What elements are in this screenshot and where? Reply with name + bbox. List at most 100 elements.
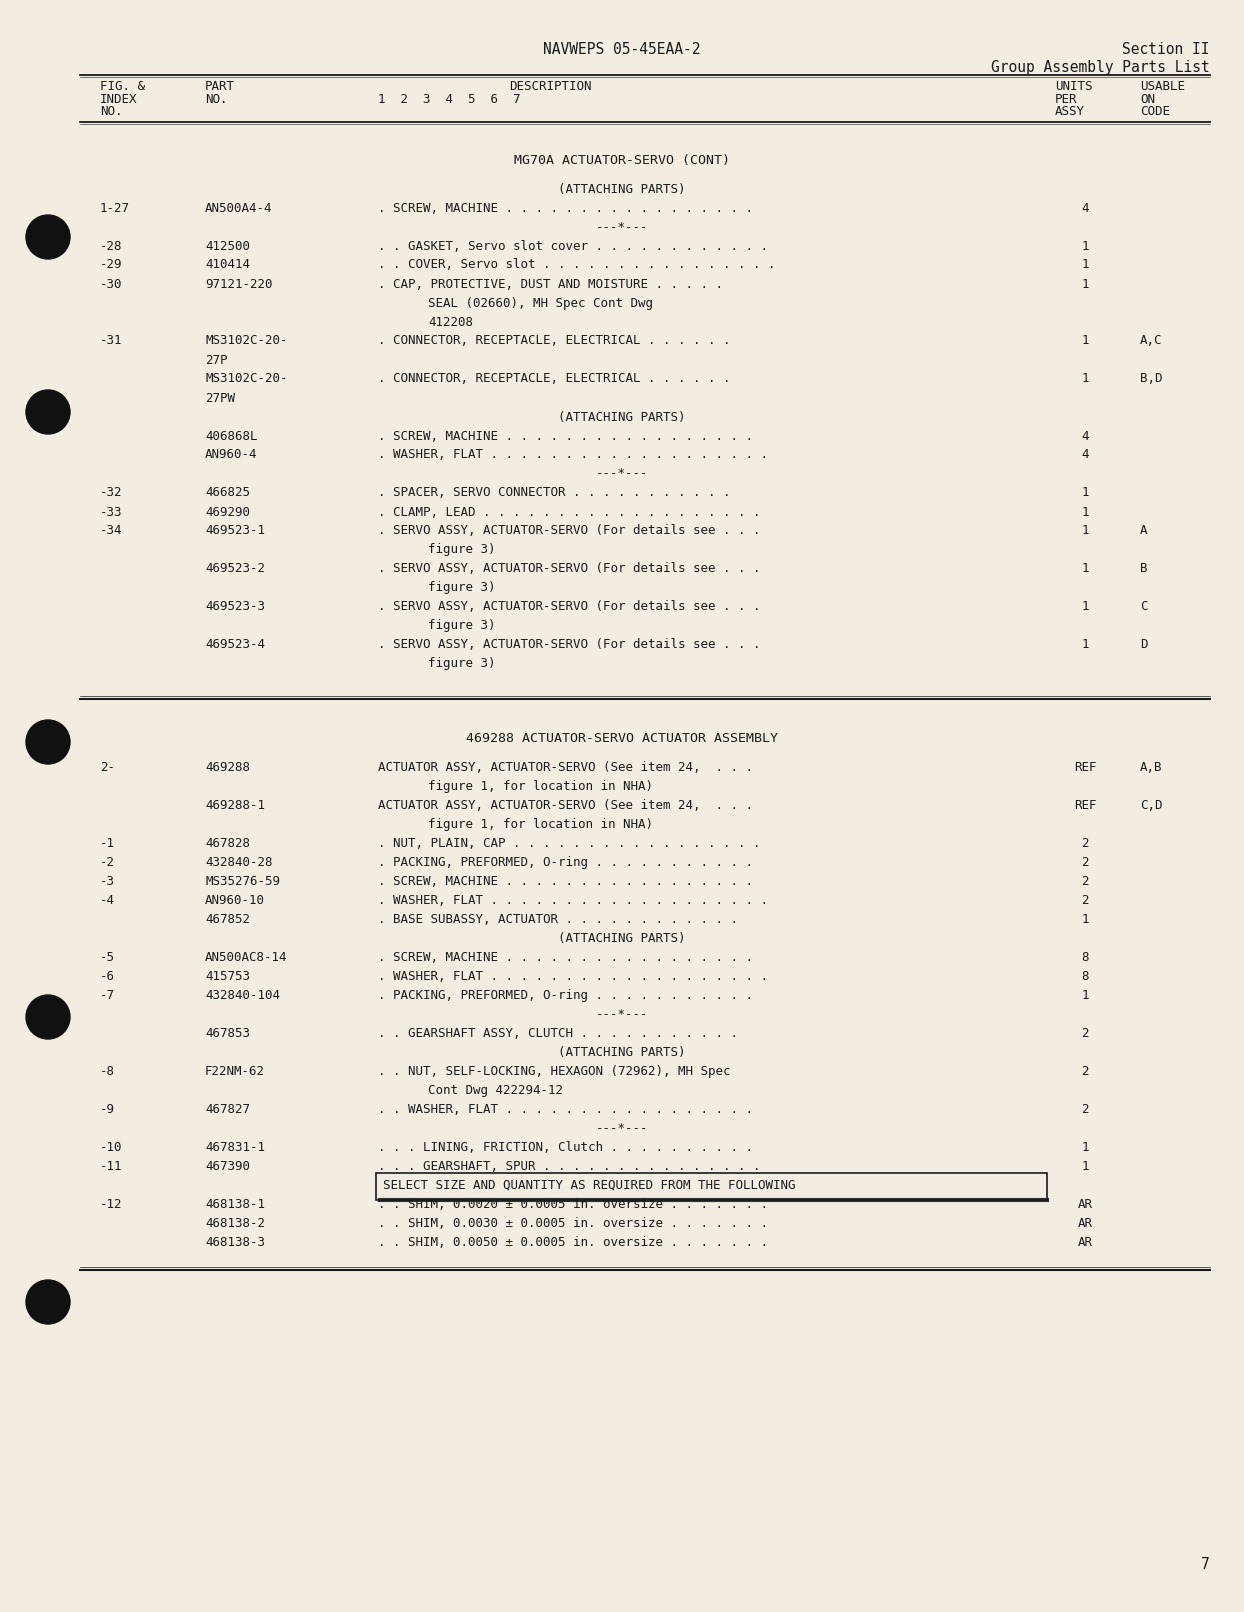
Text: 2: 2 xyxy=(1081,1027,1088,1040)
Circle shape xyxy=(26,721,70,764)
Text: AR: AR xyxy=(1077,1236,1092,1249)
Text: . SERVO ASSY, ACTUATOR-SERVO (For details see . . .: . SERVO ASSY, ACTUATOR-SERVO (For detail… xyxy=(378,638,760,651)
Text: 2: 2 xyxy=(1081,875,1088,888)
Text: -30: -30 xyxy=(100,277,122,290)
Text: AR: AR xyxy=(1077,1217,1092,1230)
Text: . SCREW, MACHINE . . . . . . . . . . . . . . . . .: . SCREW, MACHINE . . . . . . . . . . . .… xyxy=(378,202,753,214)
Text: . SCREW, MACHINE . . . . . . . . . . . . . . . . .: . SCREW, MACHINE . . . . . . . . . . . .… xyxy=(378,951,753,964)
Text: 8: 8 xyxy=(1081,951,1088,964)
Text: . SPACER, SERVO CONNECTOR . . . . . . . . . . .: . SPACER, SERVO CONNECTOR . . . . . . . … xyxy=(378,487,730,500)
Text: -29: -29 xyxy=(100,258,122,271)
Text: . SERVO ASSY, ACTUATOR-SERVO (For details see . . .: . SERVO ASSY, ACTUATOR-SERVO (For detail… xyxy=(378,563,760,575)
Text: -11: -11 xyxy=(100,1161,122,1174)
Text: -12: -12 xyxy=(100,1198,122,1211)
Text: 4: 4 xyxy=(1081,429,1088,443)
Text: . SCREW, MACHINE . . . . . . . . . . . . . . . . .: . SCREW, MACHINE . . . . . . . . . . . .… xyxy=(378,429,753,443)
Text: 27PW: 27PW xyxy=(205,392,235,405)
Text: figure 3): figure 3) xyxy=(428,582,495,595)
Text: NAVWEPS 05-45EAA-2: NAVWEPS 05-45EAA-2 xyxy=(544,42,700,56)
Text: INDEX: INDEX xyxy=(100,92,138,106)
Text: 469523-4: 469523-4 xyxy=(205,638,265,651)
Text: -33: -33 xyxy=(100,506,122,519)
Text: figure 1, for location in NHA): figure 1, for location in NHA) xyxy=(428,780,653,793)
Text: (ATTACHING PARTS): (ATTACHING PARTS) xyxy=(559,932,685,945)
Text: CODE: CODE xyxy=(1140,105,1171,118)
Text: -31: -31 xyxy=(100,335,122,348)
Text: . SCREW, MACHINE . . . . . . . . . . . . . . . . .: . SCREW, MACHINE . . . . . . . . . . . .… xyxy=(378,875,753,888)
Text: 1: 1 xyxy=(1081,487,1088,500)
Text: 468138-3: 468138-3 xyxy=(205,1236,265,1249)
Text: SELECT SIZE AND QUANTITY AS REQUIRED FROM THE FOLLOWING: SELECT SIZE AND QUANTITY AS REQUIRED FRO… xyxy=(383,1178,795,1191)
Text: 1: 1 xyxy=(1081,1161,1088,1174)
Text: REF: REF xyxy=(1074,800,1096,812)
Text: ---*---: ---*--- xyxy=(596,221,648,234)
Text: . WASHER, FLAT . . . . . . . . . . . . . . . . . . .: . WASHER, FLAT . . . . . . . . . . . . .… xyxy=(378,970,768,983)
Text: 27P: 27P xyxy=(205,353,228,366)
Text: -7: -7 xyxy=(100,990,114,1003)
Text: 469288: 469288 xyxy=(205,761,250,774)
Text: . . SHIM, 0.0020 ± 0.0005 in. oversize . . . . . . .: . . SHIM, 0.0020 ± 0.0005 in. oversize .… xyxy=(378,1198,768,1211)
Text: 4: 4 xyxy=(1081,448,1088,461)
Text: 1: 1 xyxy=(1081,240,1088,253)
Text: ---*---: ---*--- xyxy=(596,467,648,480)
Text: . . . LINING, FRICTION, Clutch . . . . . . . . . .: . . . LINING, FRICTION, Clutch . . . . .… xyxy=(378,1141,753,1154)
Text: NO.: NO. xyxy=(205,92,228,106)
Text: A,B: A,B xyxy=(1140,761,1162,774)
Text: DESCRIPTION: DESCRIPTION xyxy=(509,81,591,93)
Text: . CLAMP, LEAD . . . . . . . . . . . . . . . . . . .: . CLAMP, LEAD . . . . . . . . . . . . . … xyxy=(378,506,760,519)
Text: B,D: B,D xyxy=(1140,372,1162,385)
Text: AN500AC8-14: AN500AC8-14 xyxy=(205,951,287,964)
Text: 2: 2 xyxy=(1081,837,1088,850)
Text: C,D: C,D xyxy=(1140,800,1162,812)
Text: ON: ON xyxy=(1140,92,1154,106)
Text: . . GASKET, Servo slot cover . . . . . . . . . . . .: . . GASKET, Servo slot cover . . . . . .… xyxy=(378,240,768,253)
Text: UNITS: UNITS xyxy=(1055,81,1092,93)
Text: AN960-10: AN960-10 xyxy=(205,895,265,908)
Text: 1: 1 xyxy=(1081,1141,1088,1154)
Text: -3: -3 xyxy=(100,875,114,888)
Text: (ATTACHING PARTS): (ATTACHING PARTS) xyxy=(559,411,685,424)
Text: . . SHIM, 0.0030 ± 0.0005 in. oversize . . . . . . .: . . SHIM, 0.0030 ± 0.0005 in. oversize .… xyxy=(378,1217,768,1230)
Text: 469290: 469290 xyxy=(205,506,250,519)
Text: . WASHER, FLAT . . . . . . . . . . . . . . . . . . .: . WASHER, FLAT . . . . . . . . . . . . .… xyxy=(378,895,768,908)
Text: . SERVO ASSY, ACTUATOR-SERVO (For details see . . .: . SERVO ASSY, ACTUATOR-SERVO (For detail… xyxy=(378,601,760,614)
Text: ACTUATOR ASSY, ACTUATOR-SERVO (See item 24,  . . .: ACTUATOR ASSY, ACTUATOR-SERVO (See item … xyxy=(378,761,753,774)
Text: 1: 1 xyxy=(1081,601,1088,614)
Text: D: D xyxy=(1140,638,1147,651)
Text: A,C: A,C xyxy=(1140,335,1162,348)
Text: figure 1, for location in NHA): figure 1, for location in NHA) xyxy=(428,817,653,832)
Text: . CONNECTOR, RECEPTACLE, ELECTRICAL . . . . . .: . CONNECTOR, RECEPTACLE, ELECTRICAL . . … xyxy=(378,335,730,348)
Text: 1: 1 xyxy=(1081,258,1088,271)
Text: figure 3): figure 3) xyxy=(428,543,495,556)
Text: 1  2  3  4  5  6  7: 1 2 3 4 5 6 7 xyxy=(378,92,520,106)
Text: 412208: 412208 xyxy=(428,316,473,329)
Text: NO.: NO. xyxy=(100,105,122,118)
Text: . PACKING, PREFORMED, O-ring . . . . . . . . . . .: . PACKING, PREFORMED, O-ring . . . . . .… xyxy=(378,990,753,1003)
Circle shape xyxy=(26,995,70,1040)
Text: . . . GEARSHAFT, SPUR . . . . . . . . . . . . . . .: . . . GEARSHAFT, SPUR . . . . . . . . . … xyxy=(378,1161,760,1174)
Text: ---*---: ---*--- xyxy=(596,1122,648,1135)
Circle shape xyxy=(26,214,70,260)
Text: . . COVER, Servo slot . . . . . . . . . . . . . . . .: . . COVER, Servo slot . . . . . . . . . … xyxy=(378,258,775,271)
Text: ASSY: ASSY xyxy=(1055,105,1085,118)
Text: -8: -8 xyxy=(100,1066,114,1078)
Text: 467828: 467828 xyxy=(205,837,250,850)
Text: . NUT, PLAIN, CAP . . . . . . . . . . . . . . . . .: . NUT, PLAIN, CAP . . . . . . . . . . . … xyxy=(378,837,760,850)
Text: 469523-3: 469523-3 xyxy=(205,601,265,614)
Text: 1: 1 xyxy=(1081,638,1088,651)
Text: 412500: 412500 xyxy=(205,240,250,253)
Text: figure 3): figure 3) xyxy=(428,619,495,632)
Text: 410414: 410414 xyxy=(205,258,250,271)
Text: 467831-1: 467831-1 xyxy=(205,1141,265,1154)
Text: REF: REF xyxy=(1074,761,1096,774)
Text: 4: 4 xyxy=(1081,202,1088,214)
Text: -28: -28 xyxy=(100,240,122,253)
Text: 469288-1: 469288-1 xyxy=(205,800,265,812)
Text: 469288 ACTUATOR-SERVO ACTUATOR ASSEMBLY: 469288 ACTUATOR-SERVO ACTUATOR ASSEMBLY xyxy=(466,732,778,745)
Text: C: C xyxy=(1140,601,1147,614)
Text: . . SHIM, 0.0050 ± 0.0005 in. oversize . . . . . . .: . . SHIM, 0.0050 ± 0.0005 in. oversize .… xyxy=(378,1236,768,1249)
Text: PER: PER xyxy=(1055,92,1077,106)
Text: 469523-1: 469523-1 xyxy=(205,524,265,537)
Text: . CONNECTOR, RECEPTACLE, ELECTRICAL . . . . . .: . CONNECTOR, RECEPTACLE, ELECTRICAL . . … xyxy=(378,372,730,385)
Text: AN960-4: AN960-4 xyxy=(205,448,258,461)
